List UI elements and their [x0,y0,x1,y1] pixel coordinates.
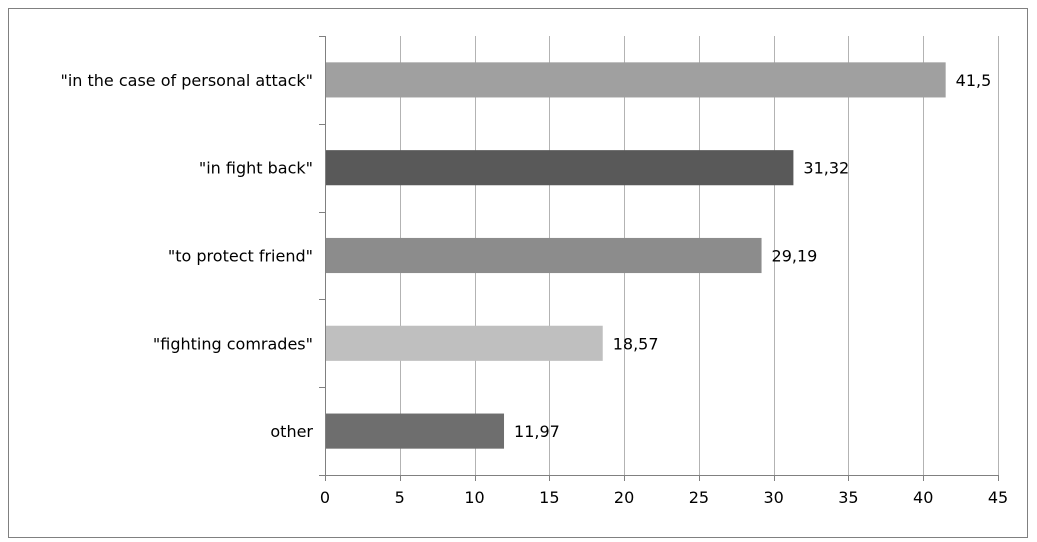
x-tick-label-20: 20 [614,488,634,507]
category-label-0: "in the case of personal attack" [60,71,313,90]
data-label-0: 41,5 [956,71,992,90]
x-tick-label-35: 35 [838,488,858,507]
x-tick-label-45: 45 [988,488,1008,507]
x-tick-label-0: 0 [320,488,330,507]
data-label-1: 31,32 [803,159,849,178]
x-tick-label-40: 40 [913,488,933,507]
x-tick-label-25: 25 [689,488,709,507]
data-label-3: 18,57 [613,334,659,353]
bars [326,62,946,449]
category-label-1: "in fight back" [199,159,313,178]
category-label-4: other [270,422,313,441]
x-tick-label-30: 30 [763,488,783,507]
bar-3 [326,325,603,361]
bar-0 [326,62,946,98]
axes [319,36,999,481]
bar-4 [326,413,505,449]
bar-1 [326,150,794,186]
data-label-2: 29,19 [772,247,818,266]
chart-frame: 0 5 10 15 20 25 30 35 40 45 "in the case of person… [8,8,1028,538]
bar-chart: 0 5 10 15 20 25 30 35 40 45 "in the case of person… [60,36,1008,507]
x-tick-label-10: 10 [464,488,484,507]
category-label-2: "to protect friend" [168,247,313,266]
category-label-3: "fighting comrades" [153,334,313,353]
data-label-4: 11,97 [514,422,560,441]
labels: 0 5 10 15 20 25 30 35 40 45 "in the case of person… [60,71,1008,507]
bar-2 [326,237,762,274]
x-tick-label-5: 5 [395,488,405,507]
x-tick-label-15: 15 [539,488,559,507]
